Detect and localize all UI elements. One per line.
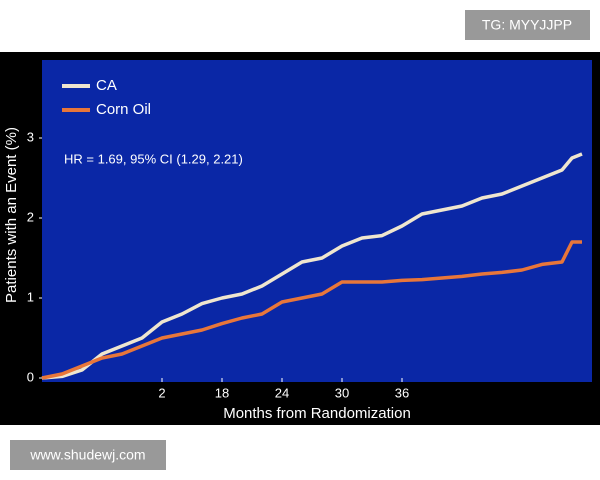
y-tick-label: 2: [27, 209, 34, 224]
watermark: TG: MYYJJPP: [482, 17, 572, 33]
x-tick-label: 36: [395, 385, 409, 400]
annotation: HR = 1.69, 95% CI (1.29, 2.21): [64, 151, 243, 166]
series-line: [41, 240, 582, 380]
y-axis-label: Patients with an Event (%): [3, 127, 20, 303]
x-axis-label: Months from Randomization: [223, 405, 411, 422]
watermark-box: [10, 440, 166, 470]
x-tick-label: 24: [275, 385, 289, 400]
series-line: [41, 152, 583, 380]
x-tick-label: 18: [215, 385, 229, 400]
watermark: www.shudewj.com: [29, 447, 145, 463]
x-tick-label: 2: [158, 385, 165, 400]
x-tick-label: 30: [335, 385, 349, 400]
legend-label: Corn Oil: [96, 101, 151, 118]
y-tick-label: 1: [27, 289, 34, 304]
y-tick-label: 0: [27, 369, 34, 384]
legend-label: CA: [96, 77, 117, 94]
plot-area: [42, 60, 592, 382]
watermark-box: [465, 10, 590, 40]
y-tick-label: 3: [27, 129, 34, 144]
